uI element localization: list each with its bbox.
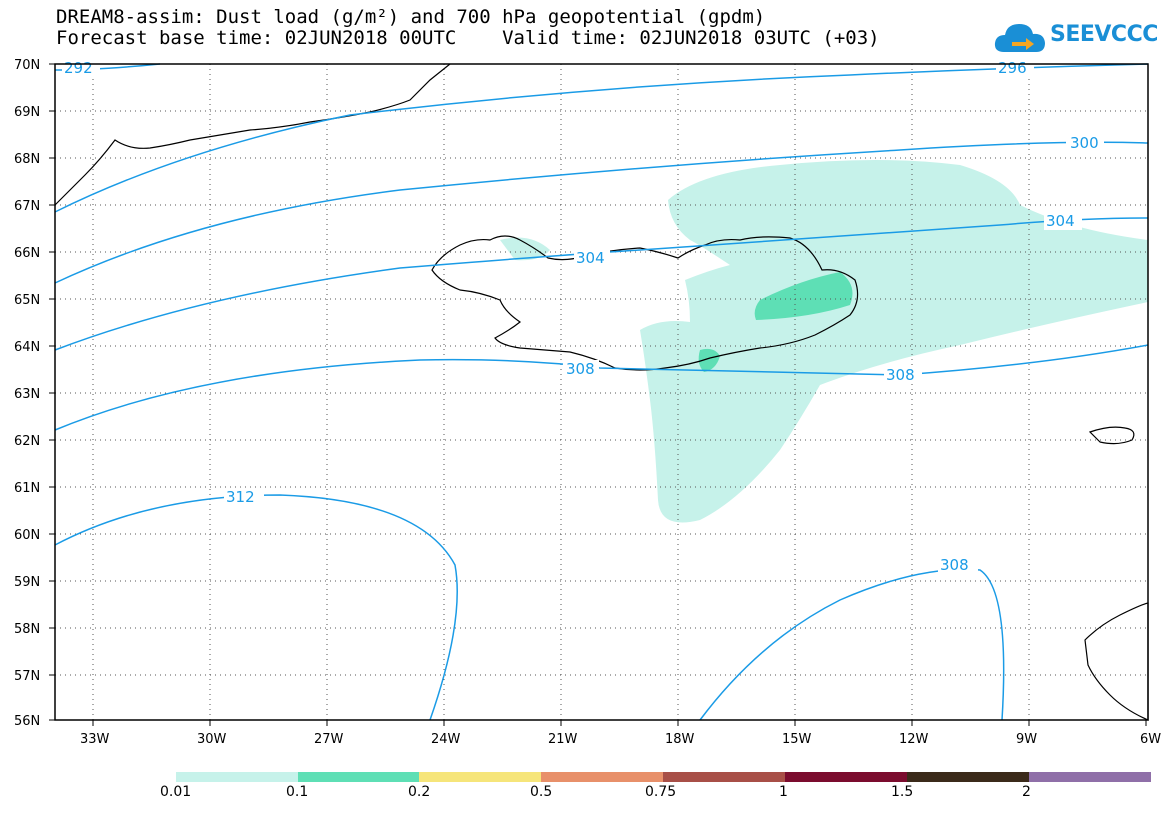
lon-labels: 33W 30W 27W 24W 21W 18W 15W 12W 9W 6W <box>80 732 1161 747</box>
lat-tick-label: 66N <box>14 246 40 261</box>
lon-tick-label: 6W <box>1140 732 1161 747</box>
colorbar <box>176 772 1151 782</box>
greenland-coast <box>54 63 451 206</box>
contour-label: 304 <box>576 249 605 267</box>
colorbar-label: 1.5 <box>891 784 914 800</box>
cloud-arrow-icon <box>994 24 1045 52</box>
colorbar-segment <box>907 772 1029 782</box>
colorbar-label: 2 <box>1022 784 1031 800</box>
contour-label: 308 <box>566 360 595 378</box>
colorbar-segment <box>298 772 419 782</box>
lon-tick-label: 9W <box>1016 732 1037 747</box>
colorbar-label: 0.01 <box>160 784 192 800</box>
scotland-coast <box>1084 602 1149 721</box>
lon-tick-label: 15W <box>782 732 812 747</box>
contour-label: 312 <box>226 488 255 506</box>
lat-tick-label: 57N <box>14 669 40 684</box>
contour-label: 304 <box>1046 212 1075 230</box>
lat-tick-label: 59N <box>14 575 40 590</box>
dust-area-medium <box>754 272 853 320</box>
lat-tick-label: 69N <box>14 105 40 120</box>
logo-text: SEEVCCC <box>1050 22 1158 47</box>
colorbar-segment <box>419 772 541 782</box>
contour-label: 292 <box>64 59 93 77</box>
lat-tick-label: 70N <box>14 58 40 73</box>
dust-area-medium-south <box>698 348 720 372</box>
colorbar-segment <box>785 772 907 782</box>
contour-312 <box>54 494 458 721</box>
lon-tick-label: 24W <box>431 732 461 747</box>
colorbar-segment <box>663 772 785 782</box>
colorbar-label: 0.75 <box>645 784 677 800</box>
iceland-coast <box>431 235 859 371</box>
colorbar-label: 0.1 <box>286 784 309 800</box>
lon-tick-label: 30W <box>197 732 227 747</box>
faroe-coast <box>1088 426 1135 445</box>
colorbar-segment <box>541 772 663 782</box>
contour-label: 308 <box>886 366 915 384</box>
lon-tick-label: 18W <box>665 732 695 747</box>
contour-308 <box>54 344 1149 431</box>
lat-labels: 70N 69N 68N 67N 66N 65N 64N 63N 62N 61N … <box>14 58 40 729</box>
chart-subtitle: Forecast base time: 02JUN2018 00UTC Vali… <box>56 27 880 49</box>
lon-tick-label: 21W <box>548 732 578 747</box>
lat-tick-label: 58N <box>14 622 40 637</box>
lat-tick-label: 65N <box>14 293 40 308</box>
lat-tick-label: 60N <box>14 528 40 543</box>
contour-300 <box>54 141 1149 284</box>
lon-tick-label: 33W <box>80 732 110 747</box>
colorbar-label: 0.2 <box>408 784 431 800</box>
lon-tick-label: 12W <box>899 732 929 747</box>
contour-308-south <box>699 568 1005 721</box>
colorbar-segment <box>176 772 298 782</box>
chart-title: DREAM8-assim: Dust load (g/m²) and 700 h… <box>56 6 766 28</box>
contour-label: 296 <box>998 59 1027 77</box>
lat-tick-label: 61N <box>14 481 40 496</box>
lat-tick-label: 62N <box>14 434 40 449</box>
lat-tick-label: 56N <box>14 714 40 729</box>
coastlines <box>54 63 1149 721</box>
dust-area-light <box>640 160 1148 523</box>
lat-tick-label: 64N <box>14 340 40 355</box>
lat-tick-label: 63N <box>14 387 40 402</box>
colorbar-segment <box>1029 772 1151 782</box>
tick-marks <box>49 63 1147 726</box>
lat-tick-label: 68N <box>14 152 40 167</box>
contour-label: 308 <box>940 556 969 574</box>
contour-labels: 292 296 300 304 304 308 308 312 308 <box>62 59 1104 574</box>
dust-area-light-west <box>500 237 550 261</box>
map-grid <box>55 64 1148 720</box>
colorbar-label: 1 <box>779 784 788 800</box>
lon-tick-label: 27W <box>314 732 344 747</box>
dust-load-shading <box>500 160 1148 523</box>
map-frame <box>54 63 1149 721</box>
contour-296 <box>54 63 1149 213</box>
seevccc-logo: SEEVCCC <box>992 18 1158 58</box>
contour-label: 300 <box>1070 134 1099 152</box>
geopotential-contours <box>54 63 1149 721</box>
lat-tick-label: 67N <box>14 199 40 214</box>
contour-304 <box>54 217 1149 351</box>
colorbar-label: 0.5 <box>530 784 553 800</box>
